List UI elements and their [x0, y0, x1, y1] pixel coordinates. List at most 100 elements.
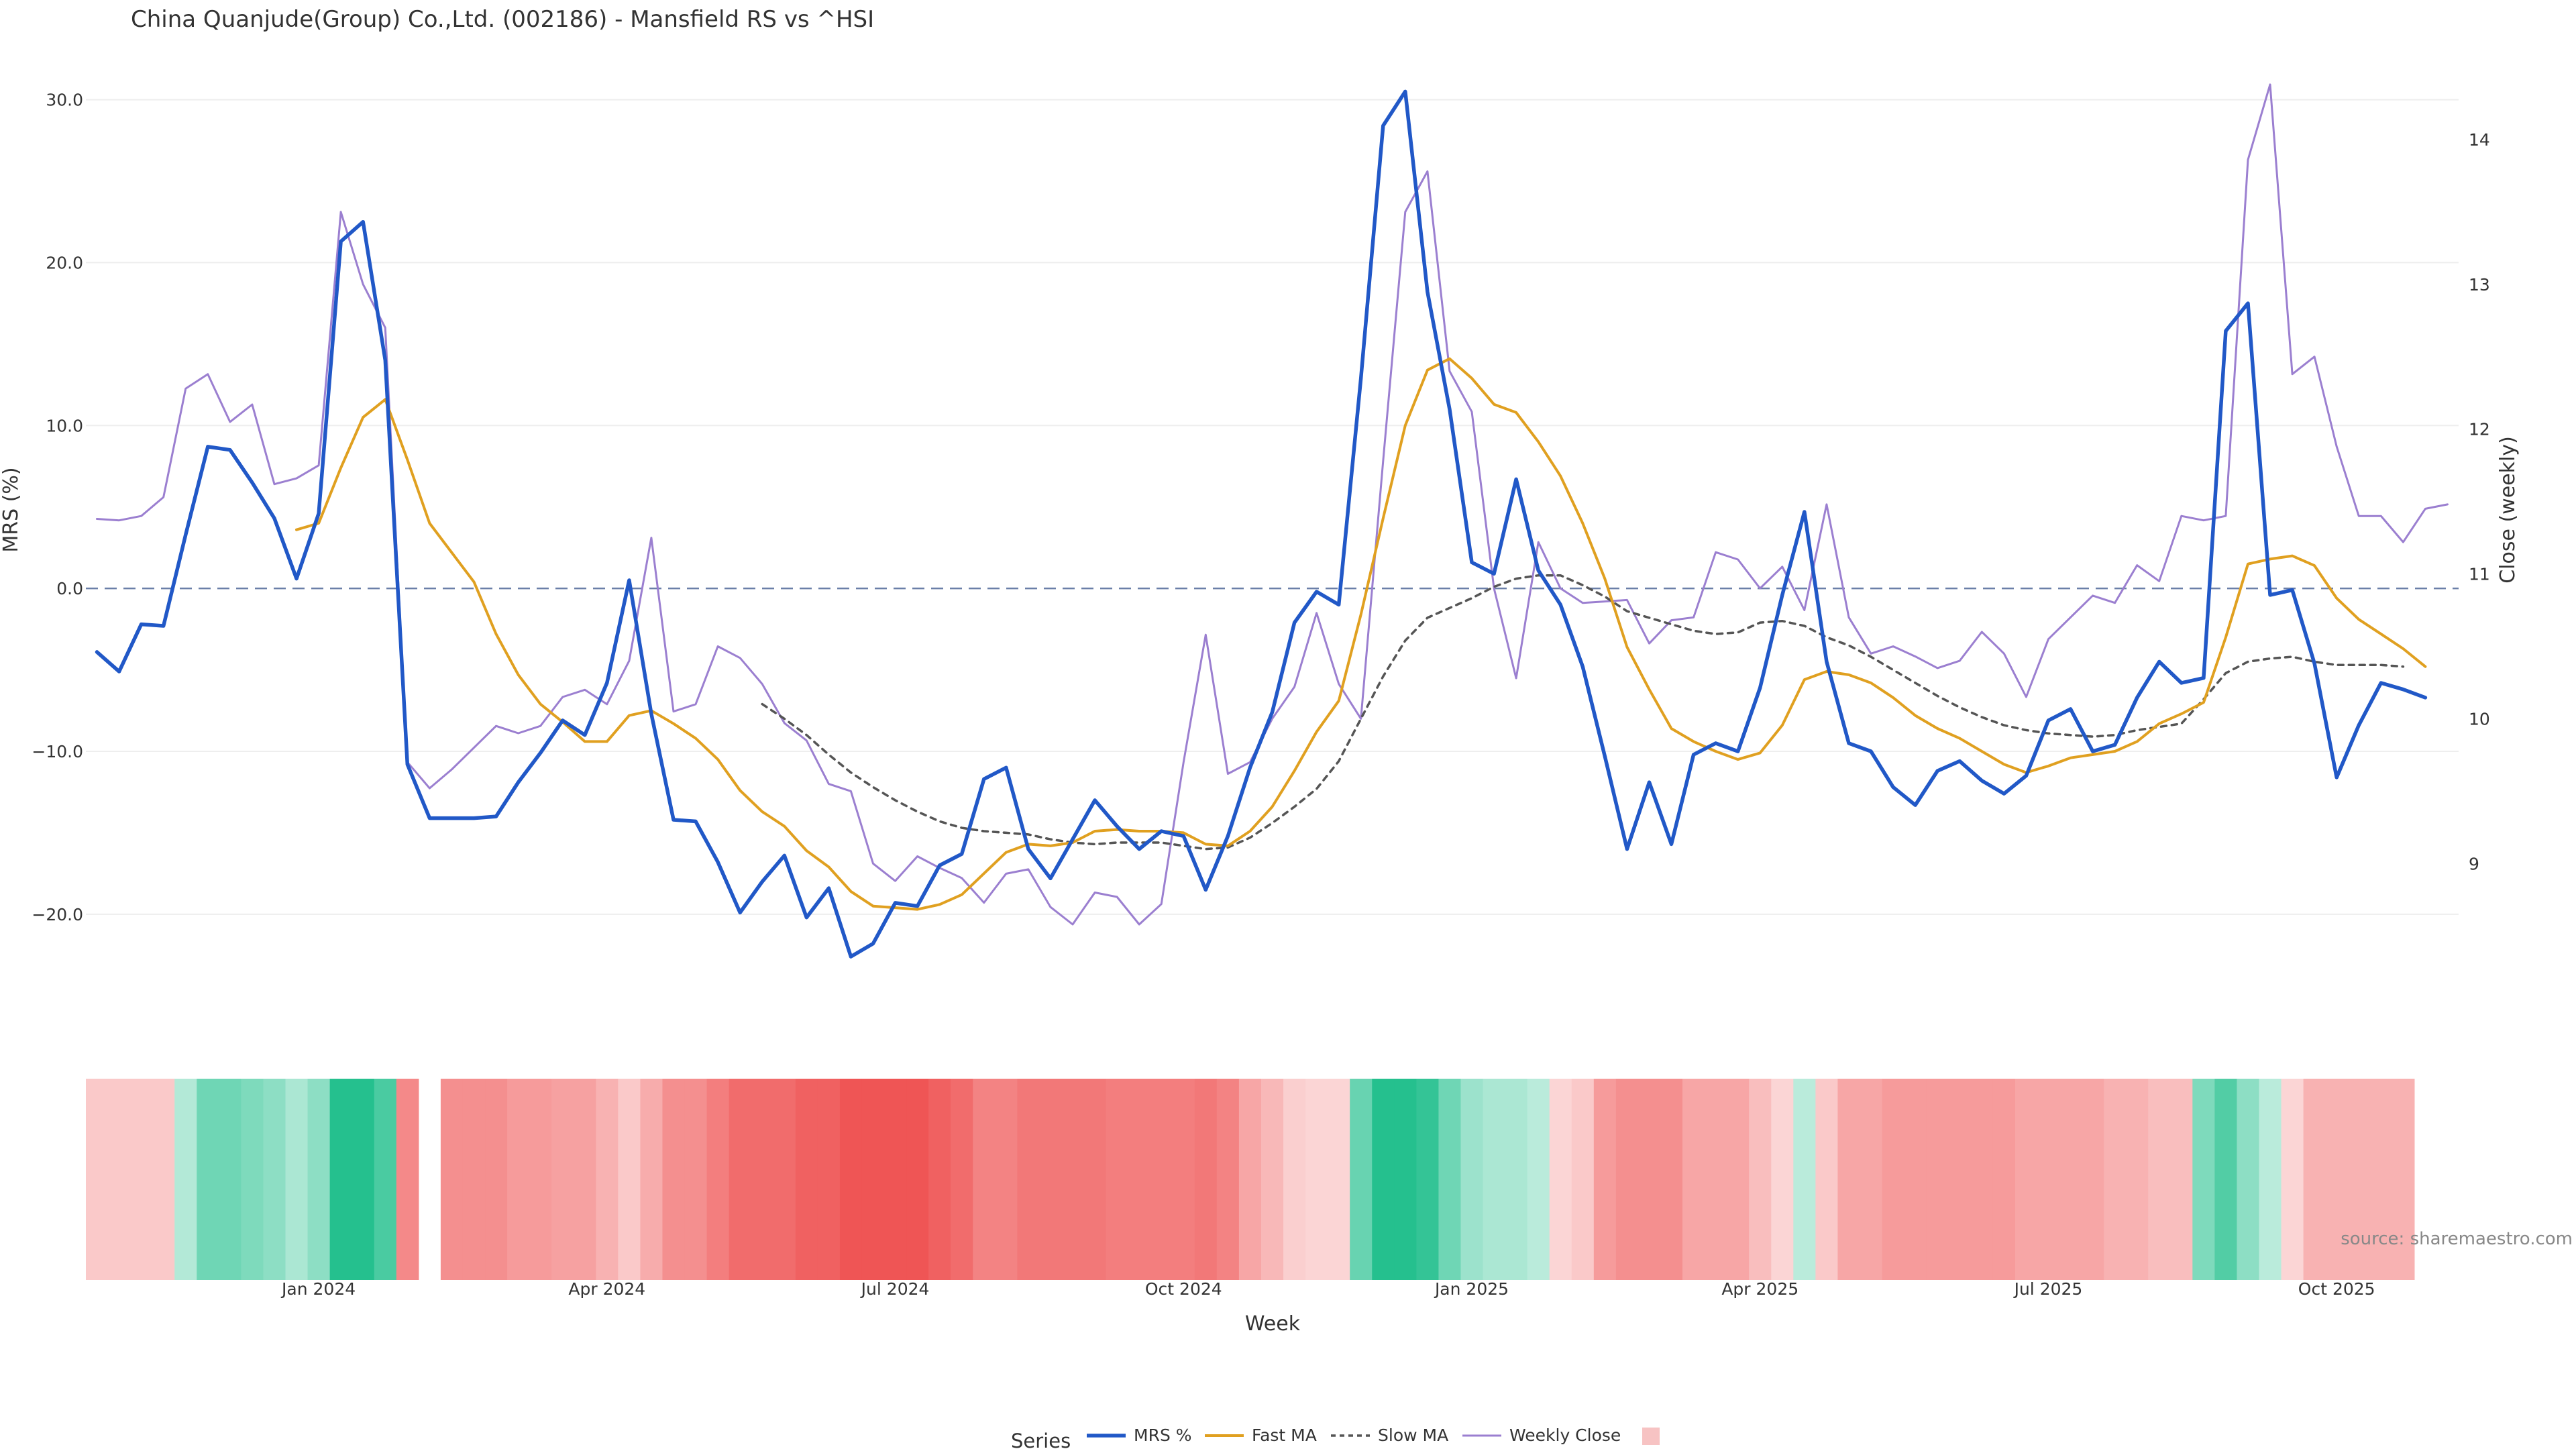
y-tick-left-label: 0.0: [56, 579, 83, 598]
heatmap-cell: [2325, 1079, 2349, 1280]
y-tick-left-label: 20.0: [46, 253, 83, 272]
y-tick-left-label: 10.0: [46, 416, 83, 435]
heatmap-cell: [1039, 1079, 1063, 1280]
heatmap-cell: [773, 1079, 796, 1280]
heatmap-cell: [1305, 1079, 1328, 1280]
heatmap-cell: [2214, 1079, 2238, 1280]
heatmap-cell: [1483, 1079, 1506, 1280]
heatmap-cell: [285, 1079, 309, 1280]
heatmap-cell: [2104, 1079, 2127, 1280]
heatmap-cell: [684, 1079, 708, 1280]
heatmap-cell: [1793, 1079, 1816, 1280]
heatmap-cell: [1505, 1079, 1528, 1280]
heatmap-cell: [485, 1079, 508, 1280]
heatmap-cell: [1727, 1079, 1750, 1280]
heatmap-cell: [352, 1079, 375, 1280]
heatmap-cell: [197, 1079, 219, 1280]
chart-title: China Quanjude(Group) Co.,Ltd. (002186) …: [131, 6, 874, 33]
y-tick-right-label: 14: [2469, 130, 2490, 150]
y-tick-right-label: 9: [2469, 854, 2479, 873]
heatmap-cell: [2347, 1079, 2371, 1280]
heatmap-cell: [2237, 1079, 2260, 1280]
heatmap-cell: [662, 1079, 686, 1280]
heatmap-cell: [817, 1079, 841, 1280]
heatmap-cell: [241, 1079, 264, 1280]
heatmap-cell: [973, 1079, 996, 1280]
heatmap-cell: [462, 1079, 486, 1280]
heatmap-cell: [1948, 1079, 1972, 1280]
heatmap-cell: [1017, 1079, 1040, 1280]
heatmap-cell: [1128, 1079, 1151, 1280]
heatmap-cell: [1350, 1079, 1373, 1280]
x-axis: Jan 2024 Apr 2024 Jul 2024 Oct 2024 Jan 2025…: [280, 1279, 2375, 1299]
heatmap-cell: [2082, 1079, 2104, 1280]
right-axis: 14 13 12 11 10 9: [2469, 130, 2490, 873]
y-tick-left-label: −20.0: [32, 905, 83, 924]
legend-entry-label: Fast MA: [1252, 1426, 1317, 1445]
series-line-weekly-close: [96, 83, 2449, 926]
series-line-mrs: [95, 89, 2428, 959]
heatmap-cell: [596, 1079, 619, 1280]
heatmap-cell: [1615, 1079, 1639, 1280]
heatmap-cell: [529, 1079, 552, 1280]
heatmap-cell: [884, 1079, 907, 1280]
heatmap-cell: [1926, 1079, 1949, 1280]
heatmap-cell: [729, 1079, 752, 1280]
heatmap-cell: [1771, 1079, 1794, 1280]
heatmap-cell: [574, 1079, 596, 1280]
heatmap-cell: [1106, 1079, 1129, 1280]
heatmap-cell: [1194, 1079, 1218, 1280]
heatmap-cell: [1837, 1079, 1861, 1280]
legend-entry-label: Weekly Close: [1509, 1426, 1621, 1445]
heatmap-cell: [1172, 1079, 1195, 1280]
heatmap-cell: [995, 1079, 1018, 1280]
heatmap-cell: [906, 1079, 929, 1280]
heatmap-cell: [1970, 1079, 1994, 1280]
x-tick-label: Jan 2024: [280, 1279, 356, 1299]
y-tick-right-label: 10: [2469, 709, 2490, 729]
heatmap-cell: [86, 1079, 109, 1280]
heatmap-cell: [2369, 1079, 2393, 1280]
heatmap-cell: [1682, 1079, 1705, 1280]
heatmap-cell: [751, 1079, 774, 1280]
heatmap-cell: [1705, 1079, 1727, 1280]
heatmap-cell: [1992, 1079, 2016, 1280]
heatmap-cell: [108, 1079, 131, 1280]
heatmap-cell: [307, 1079, 331, 1280]
legend-swatch-heatmap: [1642, 1428, 1660, 1445]
heatmap-cell: [263, 1079, 286, 1280]
heatmap-cell: [1749, 1079, 1772, 1280]
heatmap-strip: [86, 1079, 2415, 1280]
heatmap-cell: [152, 1079, 175, 1280]
heatmap-cell: [440, 1079, 464, 1280]
heatmap-cell: [329, 1079, 353, 1280]
legend: Series MRS % Fast MA Slow MA Weekly Close: [1011, 1426, 1660, 1449]
legend-entry-label: Slow MA: [1378, 1426, 1448, 1445]
x-tick-label: Apr 2024: [568, 1279, 645, 1299]
heatmap-cell: [507, 1079, 530, 1280]
heatmap-cell: [1372, 1079, 1395, 1280]
heatmap-cell: [551, 1079, 574, 1280]
heatmap-cell: [219, 1079, 241, 1280]
x-tick-label: Jul 2024: [860, 1279, 930, 1299]
x-tick-label: Oct 2025: [2298, 1279, 2375, 1299]
heatmap-cell: [1460, 1079, 1484, 1280]
heatmap-cell: [1593, 1079, 1617, 1280]
x-tick-label: Apr 2025: [1721, 1279, 1799, 1299]
x-tick-label: Oct 2024: [1145, 1279, 1222, 1299]
heatmap-cell: [1216, 1079, 1240, 1280]
y-tick-right-label: 11: [2469, 565, 2490, 584]
heatmap-cell: [839, 1079, 863, 1280]
heatmap-cell: [1815, 1079, 1839, 1280]
heatmap-cell: [1283, 1079, 1306, 1280]
heatmap-cell: [2059, 1079, 2082, 1280]
heatmap-cell: [1083, 1079, 1107, 1280]
heatmap-cell: [1260, 1079, 1284, 1280]
heatmap-cell: [396, 1079, 419, 1280]
heatmap-cell: [2148, 1079, 2171, 1280]
heatmap-cell: [2037, 1079, 2060, 1280]
heatmap-cell: [795, 1079, 818, 1280]
heatmap-cell: [1904, 1079, 1927, 1280]
heatmap-cell: [1549, 1079, 1572, 1280]
heatmap-cell: [1438, 1079, 1462, 1280]
